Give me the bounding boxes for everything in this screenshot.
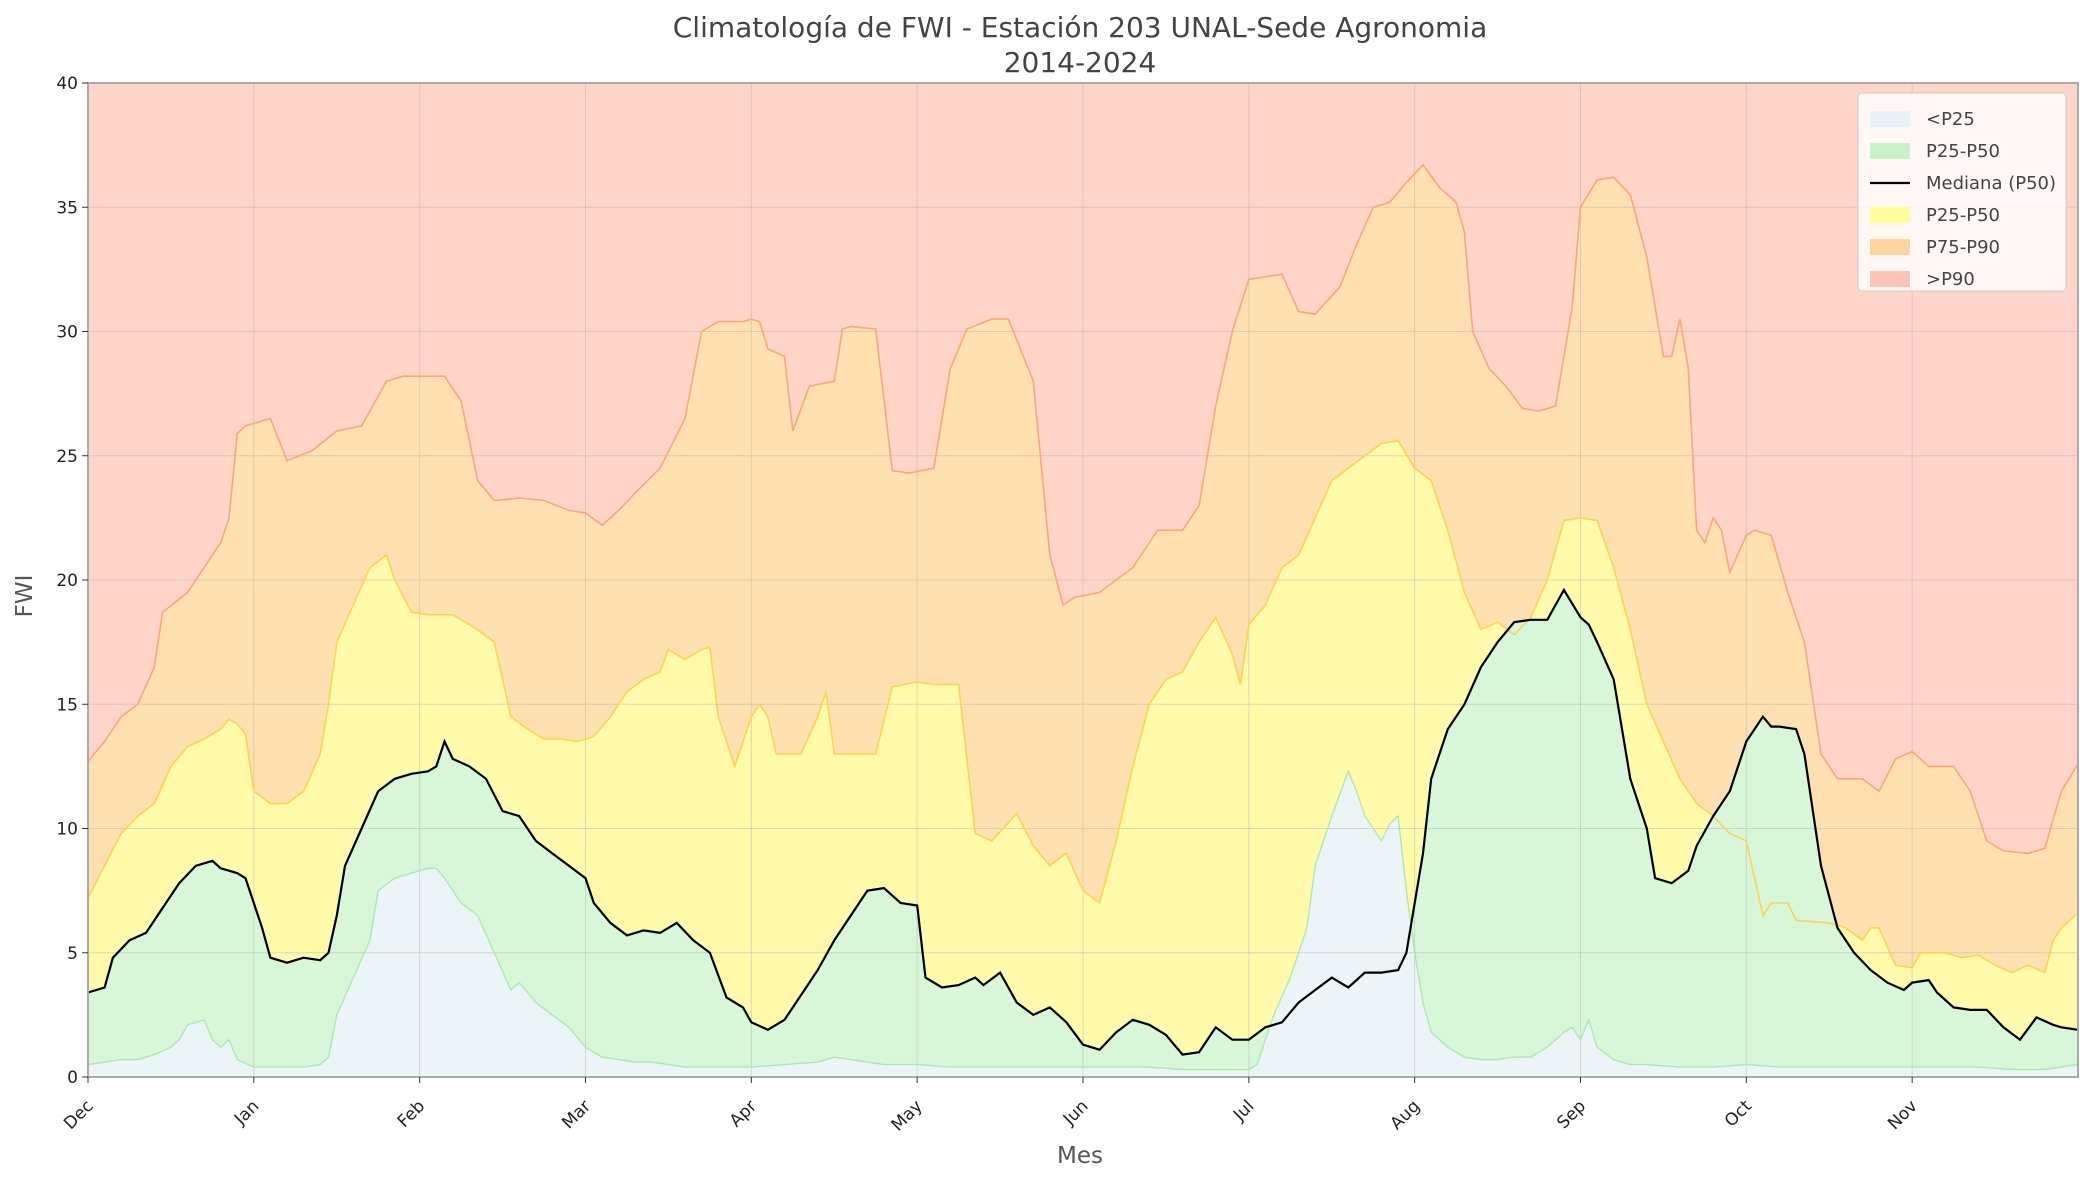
chart-subtitle: 2014-2024 bbox=[1004, 46, 1157, 79]
y-tick-label: 30 bbox=[56, 323, 78, 343]
x-tick-label: Jan bbox=[230, 1096, 263, 1129]
legend-label: >P90 bbox=[1926, 269, 1975, 290]
x-tick-label: Jun bbox=[1059, 1096, 1093, 1130]
y-tick-label: 20 bbox=[56, 571, 78, 591]
p75-line bbox=[87, 439, 2079, 974]
x-tick-label: Dec bbox=[60, 1096, 97, 1133]
x-tick-label: May bbox=[888, 1096, 927, 1135]
legend-swatch bbox=[1870, 111, 1910, 127]
y-tick-label: 10 bbox=[56, 820, 78, 840]
median-line bbox=[87, 587, 2079, 1056]
x-axis-label: Mes bbox=[1057, 1143, 1103, 1169]
y-tick-label: 0 bbox=[67, 1068, 78, 1088]
legend-label: P75-P90 bbox=[1926, 237, 2000, 258]
x-tick-label: Feb bbox=[394, 1096, 429, 1131]
legend-swatch bbox=[1870, 143, 1910, 159]
plot-area: 0 5 10 15 20 25 30 35 40 Dec Jan Feb Mar Apr May Jun Jul… bbox=[56, 74, 2079, 1135]
legend-swatch bbox=[1870, 207, 1910, 223]
legend-item: >P90 bbox=[1870, 269, 1975, 290]
legend-swatch bbox=[1870, 239, 1910, 255]
y-tick-label: 25 bbox=[56, 447, 78, 467]
x-tick-label: Oct bbox=[1721, 1096, 1756, 1131]
legend-item: <P25 bbox=[1870, 109, 1975, 130]
x-tick-label: Apr bbox=[726, 1096, 761, 1131]
legend-item: Mediana (P50) bbox=[1870, 173, 2056, 194]
y-tick-label: 40 bbox=[56, 74, 78, 94]
x-tick-label: Mar bbox=[558, 1096, 595, 1133]
chart-title: Climatología de FWI - Estación 203 UNAL-… bbox=[673, 11, 1488, 44]
legend-label: Mediana (P50) bbox=[1926, 173, 2056, 194]
y-tick-label: 5 bbox=[67, 944, 78, 964]
legend-swatch bbox=[1870, 271, 1910, 287]
legend-item: P25-P50 bbox=[1870, 205, 2000, 226]
y-axis-label: FWI bbox=[12, 575, 38, 618]
band-p25-p50 bbox=[88, 589, 2078, 1077]
x-tick-label: Jul bbox=[1229, 1096, 1258, 1125]
legend: <P25 P25-P50 Mediana (P50) P25-P50 P75-P90 >P… bbox=[1857, 92, 2067, 292]
legend-label: P25-P50 bbox=[1926, 205, 2000, 226]
x-tick-label: Sep bbox=[1553, 1096, 1590, 1133]
p90-line bbox=[87, 163, 2079, 855]
y-tick-label: 15 bbox=[56, 695, 78, 715]
p25-line bbox=[87, 769, 2079, 1071]
x-tick-label: Aug bbox=[1387, 1096, 1425, 1134]
x-tick-label: Nov bbox=[1884, 1096, 1922, 1134]
legend-label: P25-P50 bbox=[1926, 141, 2000, 162]
legend-item: P25-P50 bbox=[1870, 141, 2000, 162]
legend-item: P75-P90 bbox=[1870, 237, 2000, 258]
y-tick-label: 35 bbox=[56, 198, 78, 218]
legend-label: <P25 bbox=[1926, 109, 1975, 130]
